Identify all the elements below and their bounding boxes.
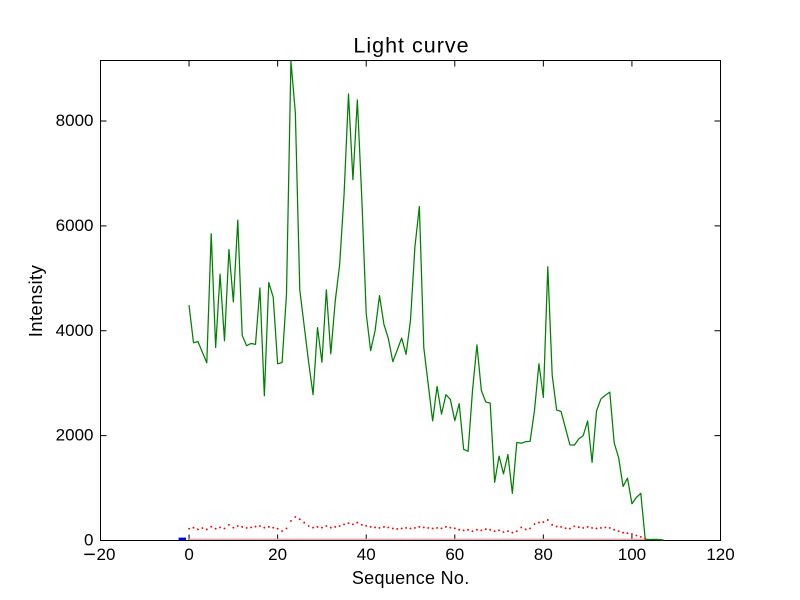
svg-text:0: 0 [84, 531, 93, 550]
svg-text:80: 80 [534, 545, 553, 564]
svg-text:6000: 6000 [56, 216, 94, 235]
svg-text:20: 20 [97, 545, 116, 564]
svg-text:Intensity: Intensity [25, 264, 46, 337]
svg-text:120: 120 [706, 545, 734, 564]
svg-text:Sequence No.: Sequence No. [352, 568, 470, 588]
svg-text:4000: 4000 [56, 321, 94, 340]
svg-text:0: 0 [184, 545, 193, 564]
svg-text:8000: 8000 [56, 111, 94, 130]
svg-text:Light curve: Light curve [353, 34, 469, 58]
svg-text:2000: 2000 [56, 426, 94, 445]
svg-text:60: 60 [445, 545, 464, 564]
svg-text:100: 100 [618, 545, 646, 564]
svg-text:40: 40 [357, 545, 376, 564]
svg-text:20: 20 [268, 545, 287, 564]
